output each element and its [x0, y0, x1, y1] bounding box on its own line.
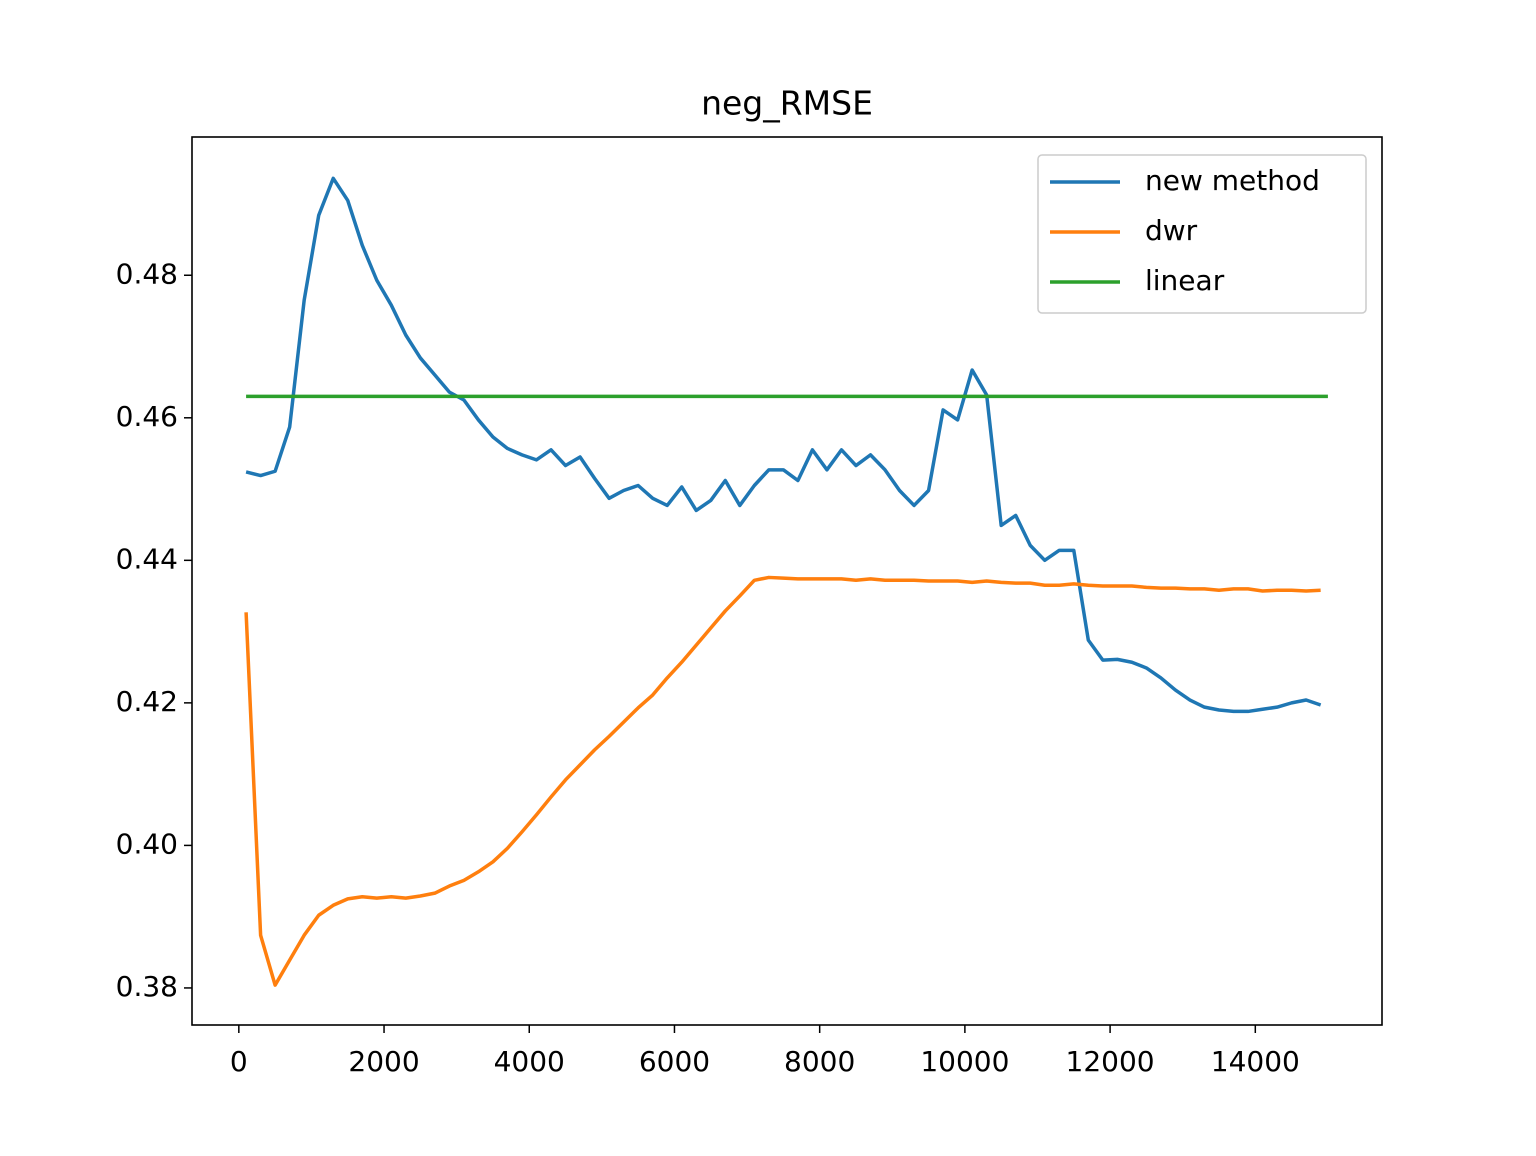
legend-label: linear [1145, 264, 1225, 297]
x-tick-label: 8000 [784, 1045, 855, 1078]
series-line [245, 176, 1322, 714]
y-tick-label: 0.40 [116, 827, 178, 860]
y-tick-label: 0.38 [116, 970, 178, 1003]
y-tick-label: 0.46 [116, 400, 178, 433]
y-tick-label: 0.48 [116, 257, 178, 290]
x-tick-label: 6000 [639, 1045, 710, 1078]
y-tick-label: 0.42 [116, 685, 178, 718]
plot-frame [191, 136, 1383, 1026]
x-tick-label: 10000 [920, 1045, 1009, 1078]
chart-title: neg_RMSE [701, 84, 873, 123]
x-tick-label: 14000 [1211, 1045, 1300, 1078]
x-tick-label: 4000 [494, 1045, 565, 1078]
x-tick-label: 12000 [1066, 1045, 1155, 1078]
legend-box [1037, 154, 1367, 314]
series-line [244, 575, 1321, 987]
y-tick-label: 0.44 [116, 542, 178, 575]
legend-label: dwr [1145, 214, 1198, 247]
x-tick-label: 0 [230, 1045, 248, 1078]
legend-label: new method [1145, 164, 1320, 197]
x-tick-label: 2000 [348, 1045, 419, 1078]
